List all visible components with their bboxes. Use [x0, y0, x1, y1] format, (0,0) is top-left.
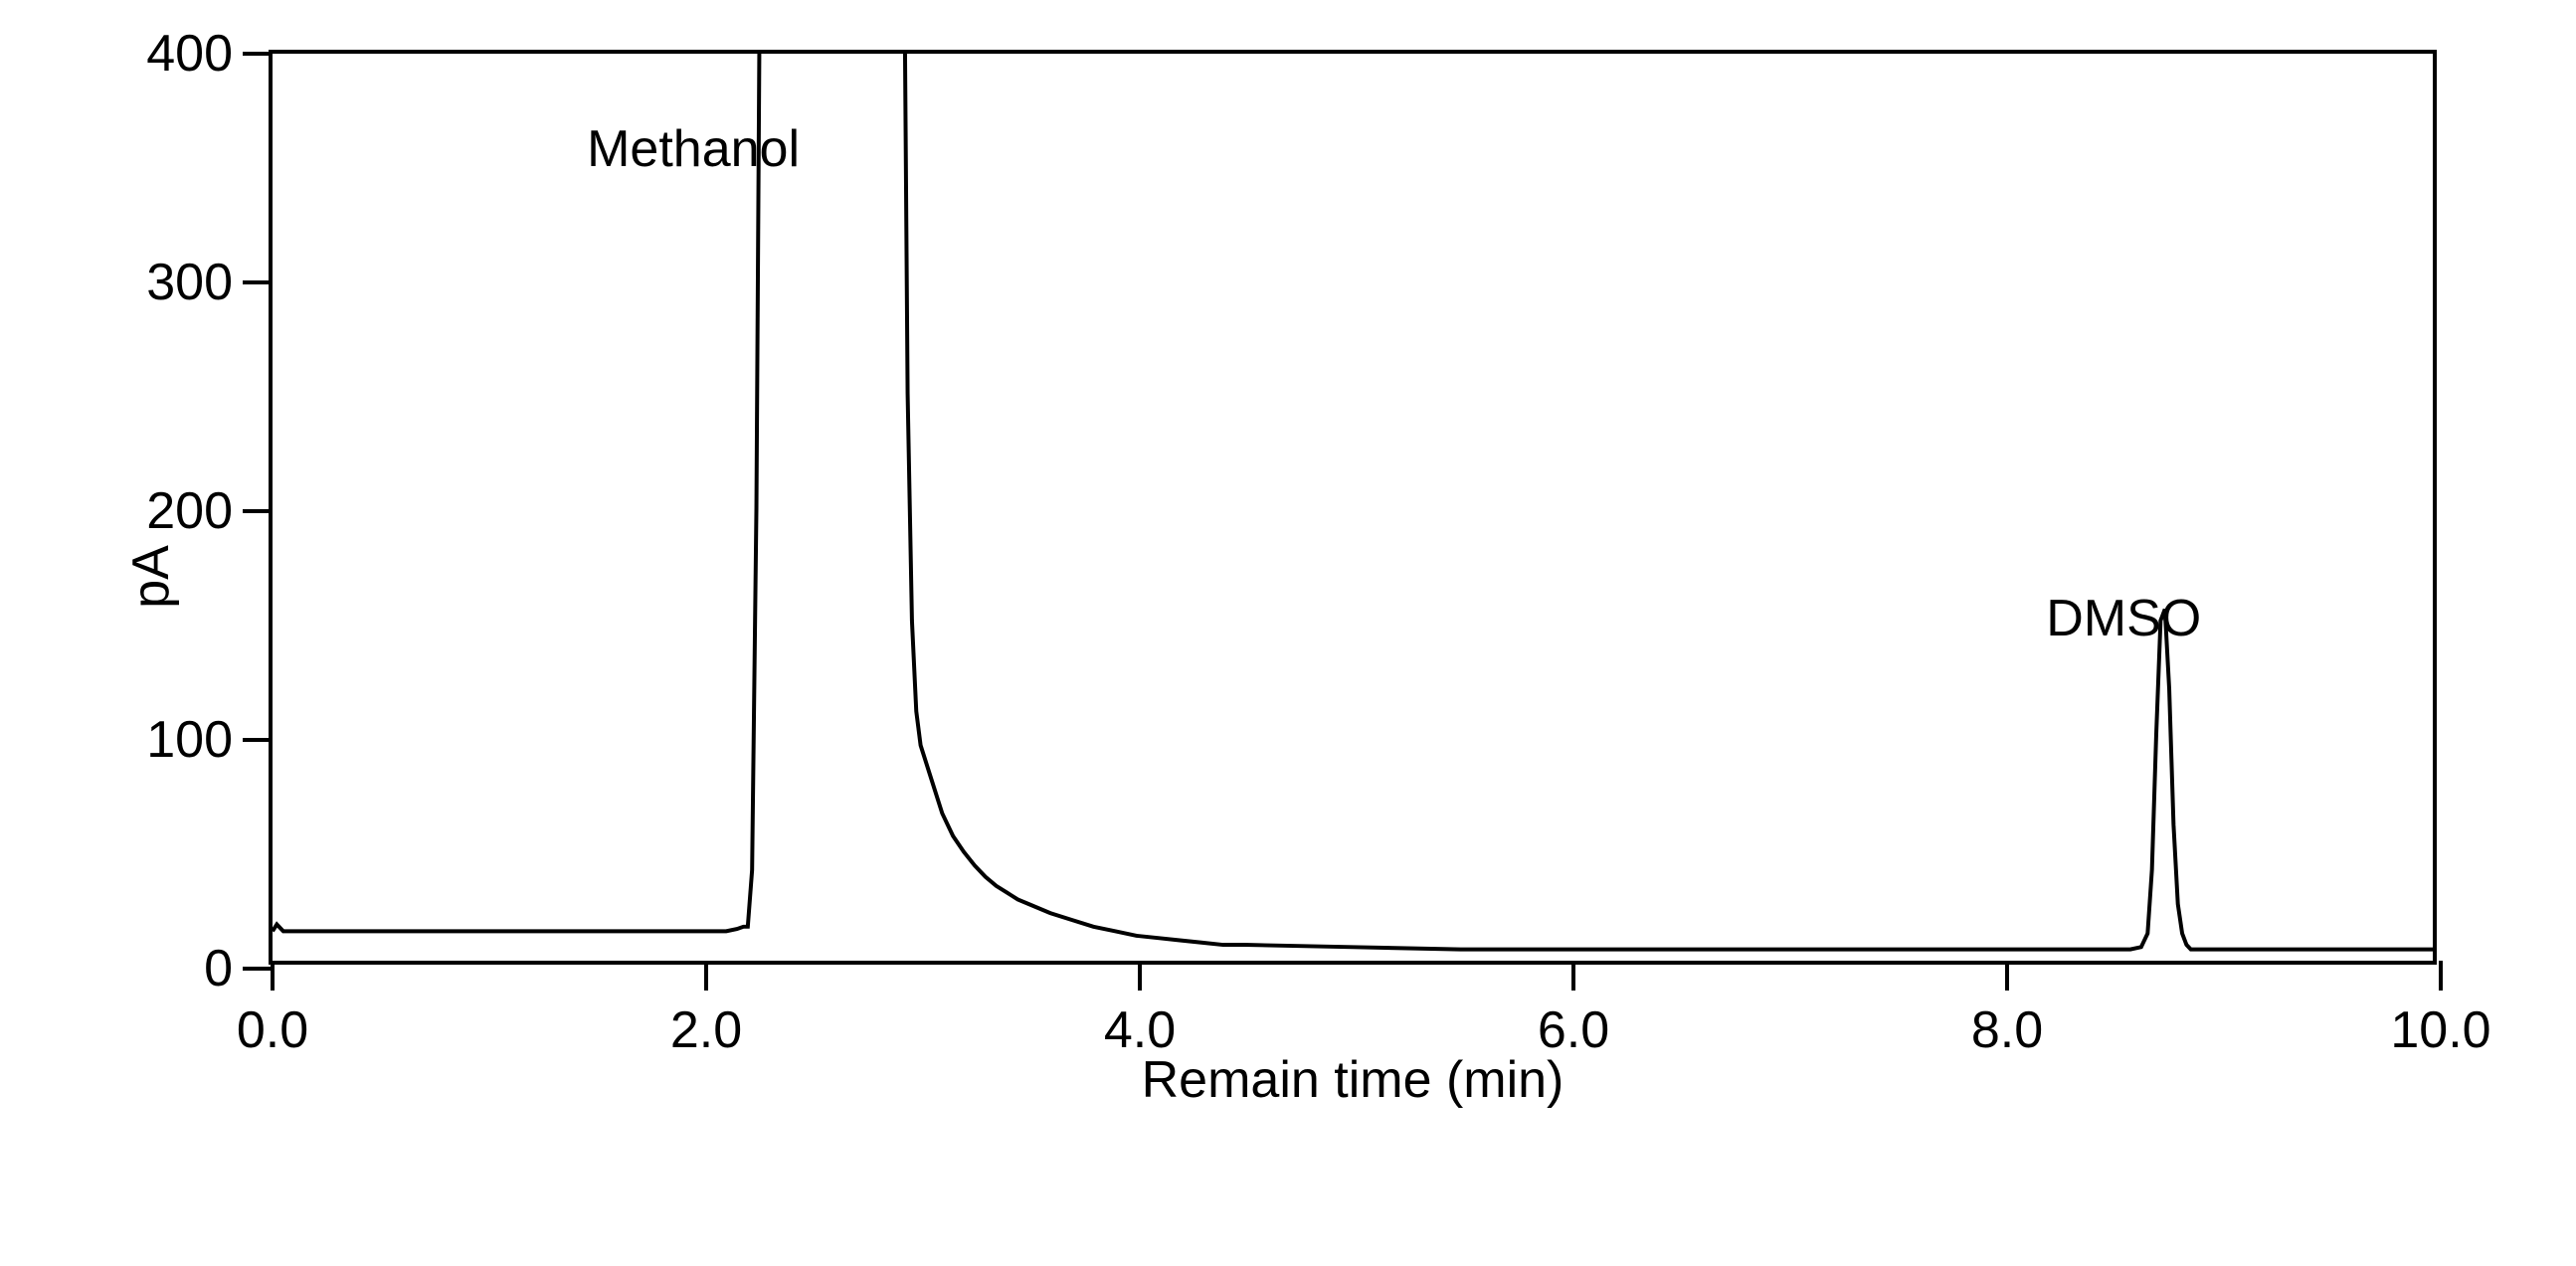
peak-annotation: Methanol [587, 119, 800, 179]
peak-annotation: DMSO [2046, 589, 2201, 648]
y-tick-label: 400 [146, 24, 233, 84]
y-tick-label: 300 [146, 253, 233, 312]
x-axis-label: Remain time (min) [1142, 1050, 1564, 1110]
x-tick-label: 2.0 [670, 1000, 742, 1060]
x-tick-label: 0.0 [237, 1000, 308, 1060]
y-tick [243, 509, 273, 513]
x-tick [704, 961, 708, 991]
y-tick [243, 738, 273, 742]
y-tick-label: 100 [146, 710, 233, 770]
x-tick [1138, 961, 1142, 991]
chromatogram-chart: pA Remain time (min) 01002003004000.02.0… [149, 30, 2516, 1124]
x-tick [271, 961, 275, 991]
y-tick-label: 0 [204, 939, 233, 998]
x-tick-label: 10.0 [2390, 1000, 2490, 1060]
y-tick-label: 200 [146, 481, 233, 541]
x-tick [1571, 961, 1575, 991]
x-tick [2005, 961, 2009, 991]
x-tick-label: 6.0 [1538, 1000, 1609, 1060]
y-tick [243, 967, 273, 971]
x-tick [2439, 961, 2443, 991]
y-axis-label: pA [121, 545, 181, 609]
x-tick-label: 4.0 [1104, 1000, 1176, 1060]
y-tick [243, 280, 273, 284]
chromatogram-line [273, 54, 2433, 961]
y-tick [243, 52, 273, 56]
x-tick-label: 8.0 [1971, 1000, 2043, 1060]
plot-area: Remain time (min) 01002003004000.02.04.0… [269, 50, 2437, 965]
